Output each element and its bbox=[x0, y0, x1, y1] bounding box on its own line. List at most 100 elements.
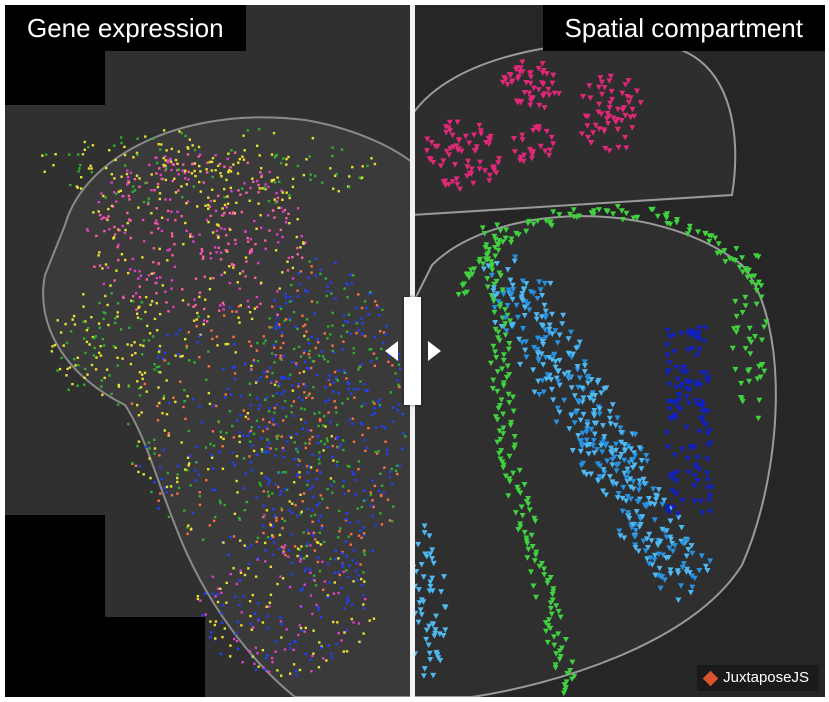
compartment-marker bbox=[560, 690, 567, 697]
expression-dot bbox=[310, 335, 313, 338]
compartment-marker bbox=[702, 563, 709, 570]
expression-dot bbox=[347, 575, 350, 579]
compartment-marker bbox=[663, 215, 670, 221]
expression-dot bbox=[108, 149, 111, 152]
expression-dot bbox=[169, 198, 172, 201]
compartment-marker bbox=[492, 349, 499, 355]
expression-dot bbox=[184, 169, 187, 172]
compartment-marker bbox=[549, 311, 556, 318]
expression-dot bbox=[97, 254, 100, 257]
expression-dot bbox=[114, 346, 117, 349]
compartment-marker bbox=[671, 477, 678, 483]
compartment-marker bbox=[586, 395, 593, 402]
compartment-marker bbox=[541, 566, 548, 573]
expression-dot bbox=[399, 367, 402, 371]
compartment-marker bbox=[597, 463, 604, 469]
expression-dot bbox=[173, 265, 177, 268]
expression-dot bbox=[380, 484, 384, 487]
compartment-marker bbox=[561, 397, 568, 404]
expression-dot bbox=[256, 558, 259, 561]
expression-dot bbox=[304, 442, 307, 445]
juxtapose-viewer[interactable]: Gene expression Spatial compartment Juxt… bbox=[5, 5, 825, 697]
slider-handle[interactable] bbox=[385, 297, 441, 405]
compartment-marker bbox=[691, 575, 698, 582]
expression-dot bbox=[311, 520, 314, 523]
expression-dot bbox=[367, 426, 370, 430]
arrow-left-icon[interactable] bbox=[385, 341, 398, 361]
expression-dot bbox=[375, 304, 379, 307]
expression-dot bbox=[207, 220, 210, 224]
expression-dot bbox=[207, 315, 210, 318]
compartment-marker bbox=[547, 600, 554, 606]
expression-dot bbox=[163, 429, 166, 432]
expression-dot bbox=[209, 277, 212, 280]
compartment-marker bbox=[717, 250, 724, 256]
compartment-marker bbox=[733, 246, 740, 252]
expression-dot bbox=[138, 270, 141, 273]
compartment-marker bbox=[686, 387, 693, 393]
expression-dot bbox=[307, 342, 311, 345]
arrow-right-icon[interactable] bbox=[428, 341, 441, 361]
expression-dot bbox=[256, 359, 260, 363]
compartment-marker bbox=[620, 484, 627, 491]
expression-dot bbox=[191, 144, 194, 147]
expression-dot bbox=[149, 303, 152, 306]
expression-dot bbox=[261, 450, 264, 453]
expression-dot bbox=[136, 403, 139, 407]
expression-dot bbox=[137, 277, 140, 280]
expression-dot bbox=[319, 616, 323, 619]
expression-dot bbox=[312, 652, 315, 655]
expression-dot bbox=[270, 326, 273, 329]
expression-dot bbox=[295, 474, 299, 477]
expression-dot bbox=[108, 228, 111, 231]
compartment-marker bbox=[524, 555, 531, 561]
expression-dot bbox=[249, 249, 252, 253]
expression-dot bbox=[244, 275, 247, 278]
expression-dot bbox=[337, 571, 340, 574]
expression-dot bbox=[233, 377, 237, 381]
compartment-marker bbox=[506, 71, 513, 78]
expression-dot bbox=[150, 189, 153, 192]
slider-grip[interactable] bbox=[404, 297, 421, 405]
expression-dot bbox=[274, 325, 277, 328]
compartment-marker bbox=[491, 245, 498, 251]
compartment-marker bbox=[635, 487, 642, 494]
compartment-marker bbox=[644, 545, 651, 551]
expression-dot bbox=[238, 603, 241, 607]
compartment-marker bbox=[496, 270, 503, 276]
compartment-marker bbox=[543, 71, 550, 77]
compartment-marker bbox=[613, 447, 620, 454]
expression-dot bbox=[138, 296, 142, 299]
compartment-marker bbox=[500, 465, 507, 471]
expression-dot bbox=[329, 167, 332, 170]
expression-dot bbox=[179, 380, 182, 383]
expression-dot bbox=[318, 569, 322, 573]
expression-dot bbox=[331, 324, 334, 327]
compartment-marker bbox=[525, 501, 532, 508]
expression-dot bbox=[271, 419, 275, 422]
expression-dot bbox=[144, 310, 147, 314]
expression-dot bbox=[249, 238, 253, 241]
compartment-marker bbox=[491, 304, 498, 311]
expression-dot bbox=[285, 628, 288, 631]
compartment-marker bbox=[489, 386, 496, 392]
juxtapose-credit[interactable]: JuxtaposeJS bbox=[697, 665, 819, 691]
compartment-marker bbox=[698, 370, 705, 376]
expression-dot bbox=[241, 434, 245, 437]
expression-dot bbox=[209, 199, 213, 203]
expression-dot bbox=[231, 424, 234, 428]
compartment-marker bbox=[583, 437, 590, 444]
expression-dot bbox=[229, 228, 232, 231]
expression-dot bbox=[193, 298, 196, 301]
compartment-marker bbox=[746, 378, 753, 385]
expression-dot bbox=[218, 450, 221, 453]
expression-dot bbox=[165, 413, 169, 416]
expression-dot bbox=[163, 486, 166, 490]
expression-dot bbox=[161, 284, 164, 287]
expression-dot bbox=[327, 378, 330, 381]
expression-dot bbox=[257, 261, 260, 265]
expression-dot bbox=[257, 556, 260, 560]
expression-dot bbox=[260, 437, 263, 440]
expression-dot bbox=[305, 396, 308, 399]
expression-dot bbox=[267, 410, 271, 413]
